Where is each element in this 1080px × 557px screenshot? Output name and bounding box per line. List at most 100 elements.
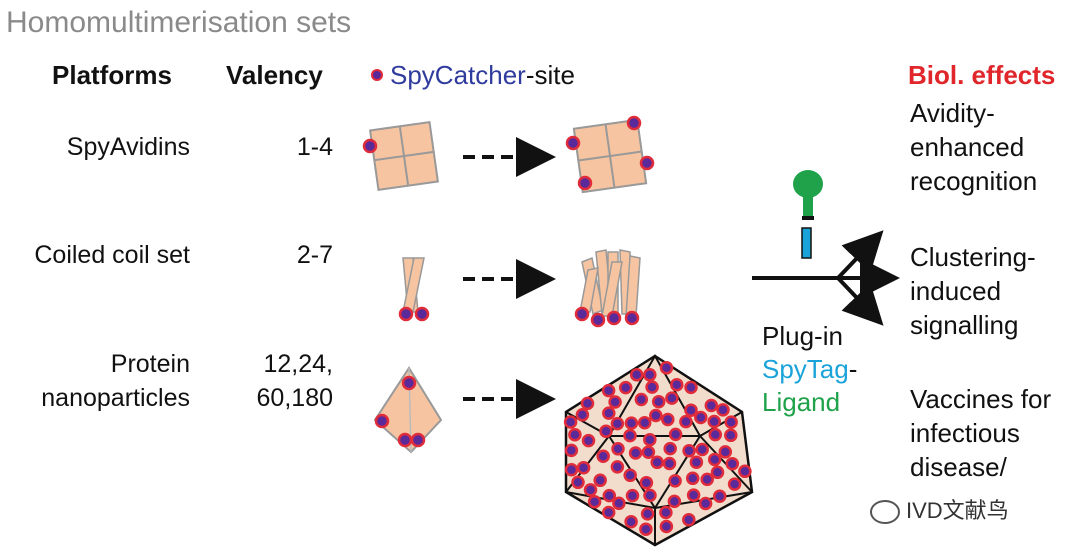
site-dot [639,475,654,490]
site-dot [694,410,708,425]
site-dot [707,414,721,429]
coiled-coil-single [402,257,425,313]
site-dot [724,415,738,429]
site-dot [659,519,674,534]
site-dot [639,155,655,171]
site-dot [564,462,579,477]
site-dot [593,473,607,488]
site-dot [575,408,590,422]
site-dot [682,512,696,527]
site-dot [618,380,633,395]
site-dot [738,464,752,479]
watermark-text: IVD文献鸟 [906,498,1009,523]
site-dot [577,175,593,191]
site-dot [581,433,596,448]
site-dot [707,452,722,467]
site-dot [685,471,700,486]
site-dot [643,368,657,382]
plug-in-dash: - [848,354,858,384]
site-dot [700,472,714,487]
site-dot [724,428,738,443]
effects-heading: Biol. effects [908,60,1056,90]
site-dot [623,468,637,483]
valency-header: Valency [226,60,323,90]
site-dot [574,306,590,322]
site-dot [629,368,644,382]
site-dot [639,522,653,536]
site-dot [568,427,582,442]
site-dot [564,443,579,458]
site-dot [610,460,625,474]
site-dot [599,424,613,438]
site-dot [641,445,656,459]
site-dot [686,488,701,502]
site-dot [662,456,677,471]
site-dot [576,460,591,475]
site-dot [587,494,602,509]
site-dot [651,394,666,409]
site-dot [670,377,684,392]
site-dot [401,375,417,391]
site-dot [628,446,643,460]
legend-site-suffix: -site [525,60,575,90]
site-dot [684,380,698,395]
site-dot [725,456,740,471]
site-dot [727,477,742,491]
site-dot [668,427,683,442]
site-dot [667,494,682,509]
site-dot [634,392,649,407]
site-dot [611,442,625,456]
site-dot [374,413,390,429]
icosahedral-nanoparticle [563,353,754,547]
spyavidin-single [368,120,440,192]
site-dot [624,514,638,529]
valency-spyavidins: 1-4 [296,133,333,161]
site-dot [580,396,595,411]
legend-site-dot [371,69,383,81]
platforms-header: Platforms [52,60,172,90]
site-dot [626,115,642,131]
site-dot [612,496,626,511]
site-dot [601,383,616,398]
site-dot [689,455,704,469]
legend-label: SpyCatcher-site [390,62,575,88]
site-dot [608,395,622,409]
figure-title: Homomultimerisation sets [6,6,352,39]
site-dot [410,432,426,448]
site-dot [610,416,625,431]
site-dot [679,414,693,429]
spyavidin-tetramer [572,118,648,194]
plug-in-ligand: Ligand [762,387,841,417]
site-dot [698,496,713,511]
plug-in-line1: Plug-in [762,321,843,351]
site-dot [601,505,616,520]
site-dot [716,403,730,417]
site-dot [602,488,617,503]
site-dot [590,312,606,328]
site-dot [695,442,709,457]
site-dot [708,427,723,442]
site-dot [704,398,719,413]
site-dot [563,415,578,429]
site-dot [362,138,378,154]
branching-arrows [752,230,900,326]
effect-clustering: Clustering-induced signalling [910,242,1036,340]
site-dot [668,474,682,488]
watermark: IVD文献鸟 [870,493,1009,525]
site-dot [649,408,663,423]
platform-spyavidins: SpyAvidins [66,133,190,161]
site-dot [571,475,585,490]
platform-coiled-coil: Coiled coil set [34,241,190,269]
site-dot [606,310,622,326]
site-dot [624,310,640,326]
site-dot [596,449,610,463]
site-dot [397,432,413,448]
site-dot [637,415,652,430]
site-dot [583,483,598,497]
valency-coiled-coil: 2-7 [296,241,333,269]
site-dot [643,432,657,447]
valency-nanoparticles-line1: 12,24, [263,350,333,378]
effect-avidity: Avidity-enhanced recognition [910,98,1038,196]
platform-nanoparticles-line1: Protein [110,350,190,378]
legend-spycatcher-text: SpyCatcher [390,60,526,90]
